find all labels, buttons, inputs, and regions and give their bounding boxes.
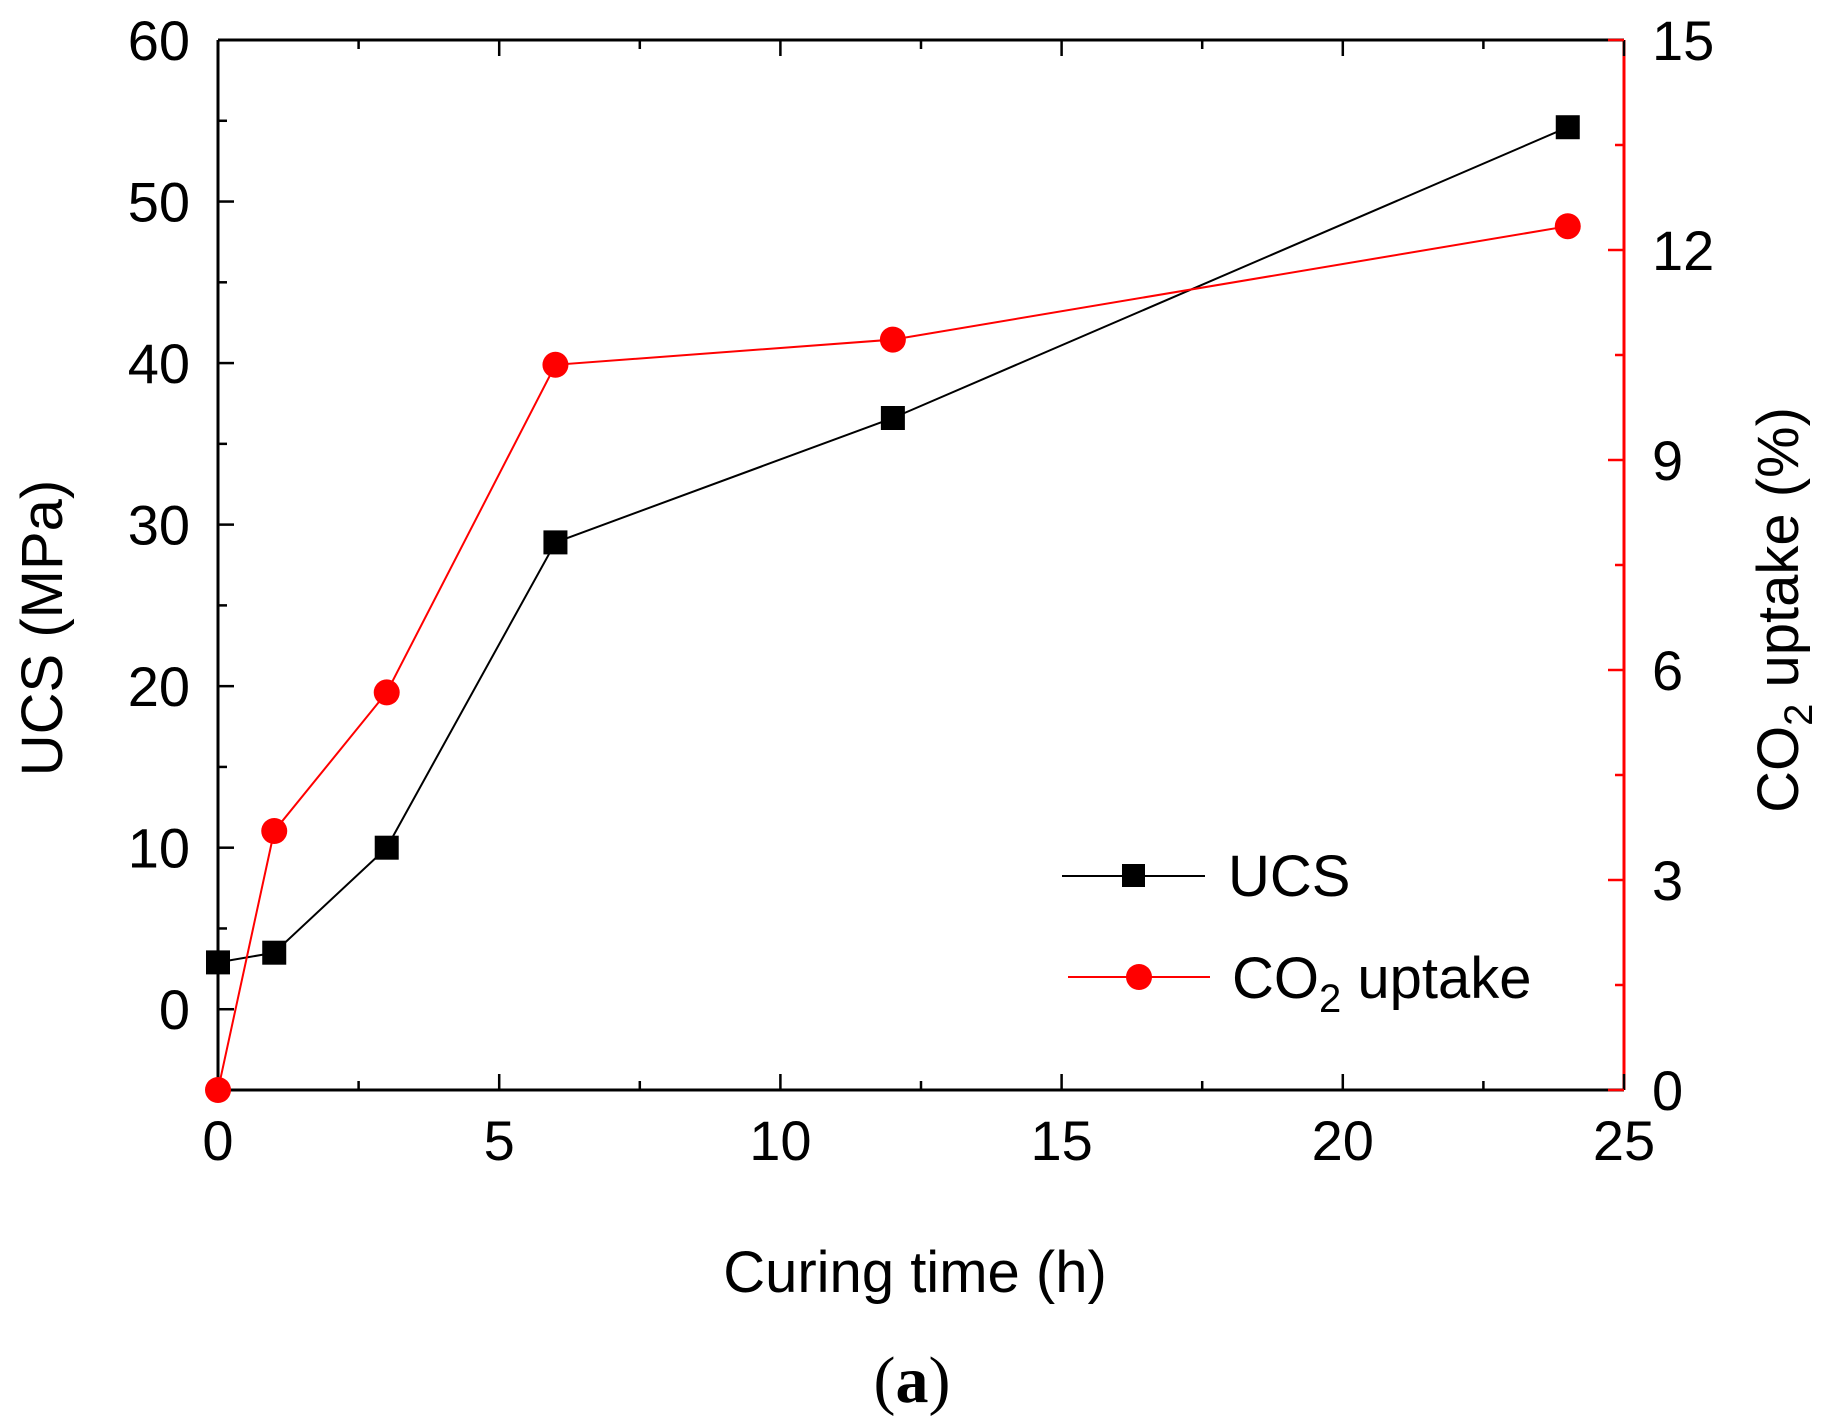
figure-caption: (a) [874, 1344, 951, 1417]
legend-co2-label-rest: uptake [1341, 946, 1531, 1011]
y-tick-label: 30 [128, 494, 190, 557]
x-tick-label: 15 [1030, 1109, 1092, 1172]
y-tick-label: 40 [128, 332, 190, 395]
y2-tick-label: 12 [1652, 219, 1714, 282]
data-point-co2-uptake [205, 1077, 231, 1103]
legend-co2-label: CO2 uptake [1232, 946, 1532, 1021]
data-point-ucs [206, 950, 230, 975]
x-tick-label: 25 [1593, 1109, 1655, 1172]
y-tick-label: 0 [159, 978, 190, 1041]
y2-axis-title-rest: uptake (%) [1746, 407, 1811, 704]
data-point-co2-uptake [261, 818, 288, 844]
y2-tick-label: 15 [1652, 9, 1714, 72]
y2-tick-label: 9 [1652, 429, 1683, 492]
y-tick-label: 10 [128, 817, 190, 880]
y-tick-label: 20 [128, 655, 190, 718]
data-point-ucs [880, 406, 905, 430]
x-axis-title: Curing time (h) [723, 1240, 1107, 1305]
caption-close: ) [929, 1344, 951, 1417]
caption-letter: a [896, 1344, 929, 1417]
data-point-ucs [262, 940, 287, 965]
data-point-ucs [374, 835, 399, 860]
x-tick-label: 20 [1312, 1109, 1374, 1172]
series-line-co2-uptake [217, 225, 1568, 1091]
data-point-co2-uptake [373, 679, 400, 706]
y-tick-label: 60 [128, 9, 190, 72]
legend-co2-label-sub: 2 [1319, 977, 1341, 1021]
y2-tick-label: 3 [1652, 849, 1683, 912]
y-tick-label: 50 [128, 171, 190, 234]
y2-axis-title-sub: 2 [1777, 704, 1821, 726]
caption-open: ( [874, 1344, 896, 1417]
y2-tick-label: 0 [1652, 1059, 1683, 1122]
y2-axis-title-main: CO [1746, 726, 1811, 813]
data-point-ucs [1555, 115, 1580, 140]
legend: UCS CO2 uptake [1062, 844, 1532, 1021]
legend-co2-label-main: CO [1232, 946, 1319, 1011]
x-tick-label: 10 [749, 1109, 811, 1172]
y-axis-title: UCS (MPa) [10, 480, 75, 776]
y2-tick-label: 6 [1652, 639, 1683, 702]
axes [216, 38, 1626, 1092]
series-line-ucs [217, 126, 1569, 964]
x-tick-label: 0 [202, 1109, 233, 1172]
legend-co2-marker [1126, 964, 1152, 990]
data-point-co2-uptake [879, 326, 906, 353]
legend-ucs-label: UCS [1228, 844, 1350, 909]
y2-axis-title: CO2 uptake (%) [1746, 407, 1821, 813]
data-point-co2-uptake [1554, 213, 1581, 240]
x-tick-label: 5 [484, 1109, 515, 1172]
data-point-co2-uptake [542, 351, 569, 378]
series [205, 115, 1581, 1103]
data-point-ucs [543, 530, 568, 555]
legend-ucs-marker [1122, 864, 1145, 887]
